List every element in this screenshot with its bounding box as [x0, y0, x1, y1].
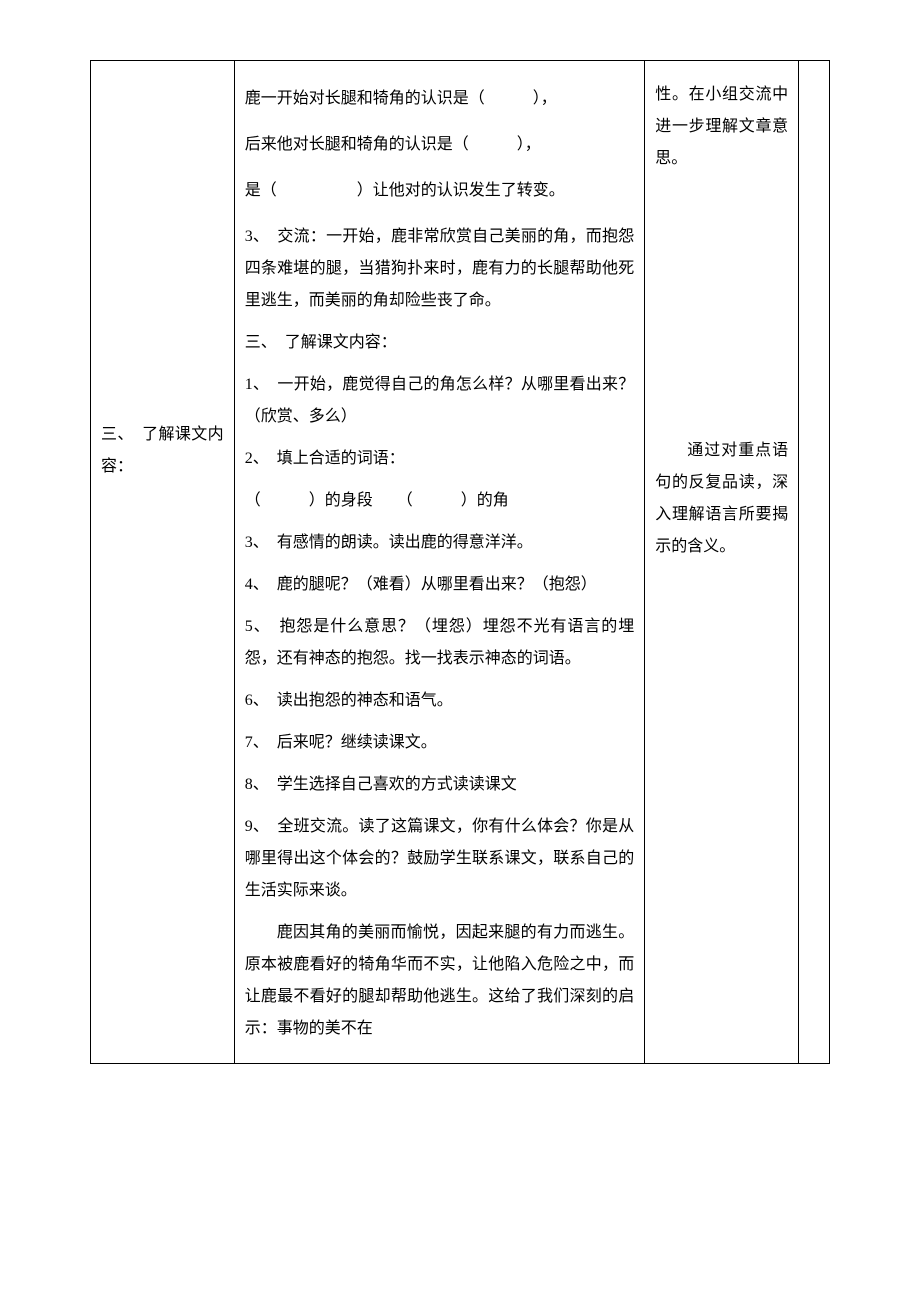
cell-right: 性。在小组交流中进一步理解文章意思。 通过对重点语句的反复品读，深入理解语言所要… — [645, 61, 799, 1064]
q2-fill: （ ）的身段 （ ）的角 — [245, 485, 635, 517]
q9: 9、 全班交流。读了这篇课文，你有什么体会？你是从哪里得出这个体会的？鼓励学生联… — [245, 811, 635, 907]
fill-line-1: 鹿一开始对长腿和犄角的认识是（ ）， — [245, 83, 635, 115]
section-3-title: 三、 了解课文内容： — [245, 327, 635, 359]
left-heading: 三、 了解课文内容： — [101, 419, 224, 483]
cell-far-right — [799, 61, 830, 1064]
q8: 8、 学生选择自己喜欢的方式读读课文 — [245, 769, 635, 801]
q3: 3、 有感情的朗读。读出鹿的得意洋洋。 — [245, 527, 635, 559]
table-row: 三、 了解课文内容： 鹿一开始对长腿和犄角的认识是（ ）， 后来他对长腿和犄角的… — [91, 61, 830, 1064]
q4: 4、 鹿的腿呢？（难看）从哪里看出来？（抱怨） — [245, 569, 635, 601]
right-block-2: 通过对重点语句的反复品读，深入理解语言所要揭示的含义。 — [655, 435, 788, 563]
cell-left: 三、 了解课文内容： — [91, 61, 235, 1064]
page: 三、 了解课文内容： 鹿一开始对长腿和犄角的认识是（ ）， 后来他对长腿和犄角的… — [0, 0, 920, 1124]
fill-line-3: 是（ ）让他对的认识发生了转变。 — [245, 175, 635, 207]
q6: 6、 读出抱怨的神态和语气。 — [245, 685, 635, 717]
lesson-table: 三、 了解课文内容： 鹿一开始对长腿和犄角的认识是（ ）， 后来他对长腿和犄角的… — [90, 60, 830, 1064]
right-block-1: 性。在小组交流中进一步理解文章意思。 — [655, 79, 788, 175]
q2: 2、 填上合适的词语： — [245, 443, 635, 475]
fill-line-2: 后来他对长腿和犄角的认识是（ ）， — [245, 129, 635, 161]
mid-item-3: 3、 交流：一开始，鹿非常欣赏自己美丽的角，而抱怨四条难堪的腿，当猎狗扑来时，鹿… — [245, 221, 635, 317]
cell-mid: 鹿一开始对长腿和犄角的认识是（ ）， 后来他对长腿和犄角的认识是（ ）， 是（ … — [234, 61, 645, 1064]
q5: 5、 抱怨是什么意思？（埋怨）埋怨不光有语言的埋怨，还有神态的抱怨。找一找表示神… — [245, 611, 635, 675]
q1: 1、 一开始，鹿觉得自己的角怎么样？从哪里看出来？（欣赏、多么） — [245, 369, 635, 433]
conclusion: 鹿因其角的美丽而愉悦，因起来腿的有力而逃生。原本被鹿看好的犄角华而不实，让他陷入… — [245, 917, 635, 1045]
q7: 7、 后来呢？继续读课文。 — [245, 727, 635, 759]
